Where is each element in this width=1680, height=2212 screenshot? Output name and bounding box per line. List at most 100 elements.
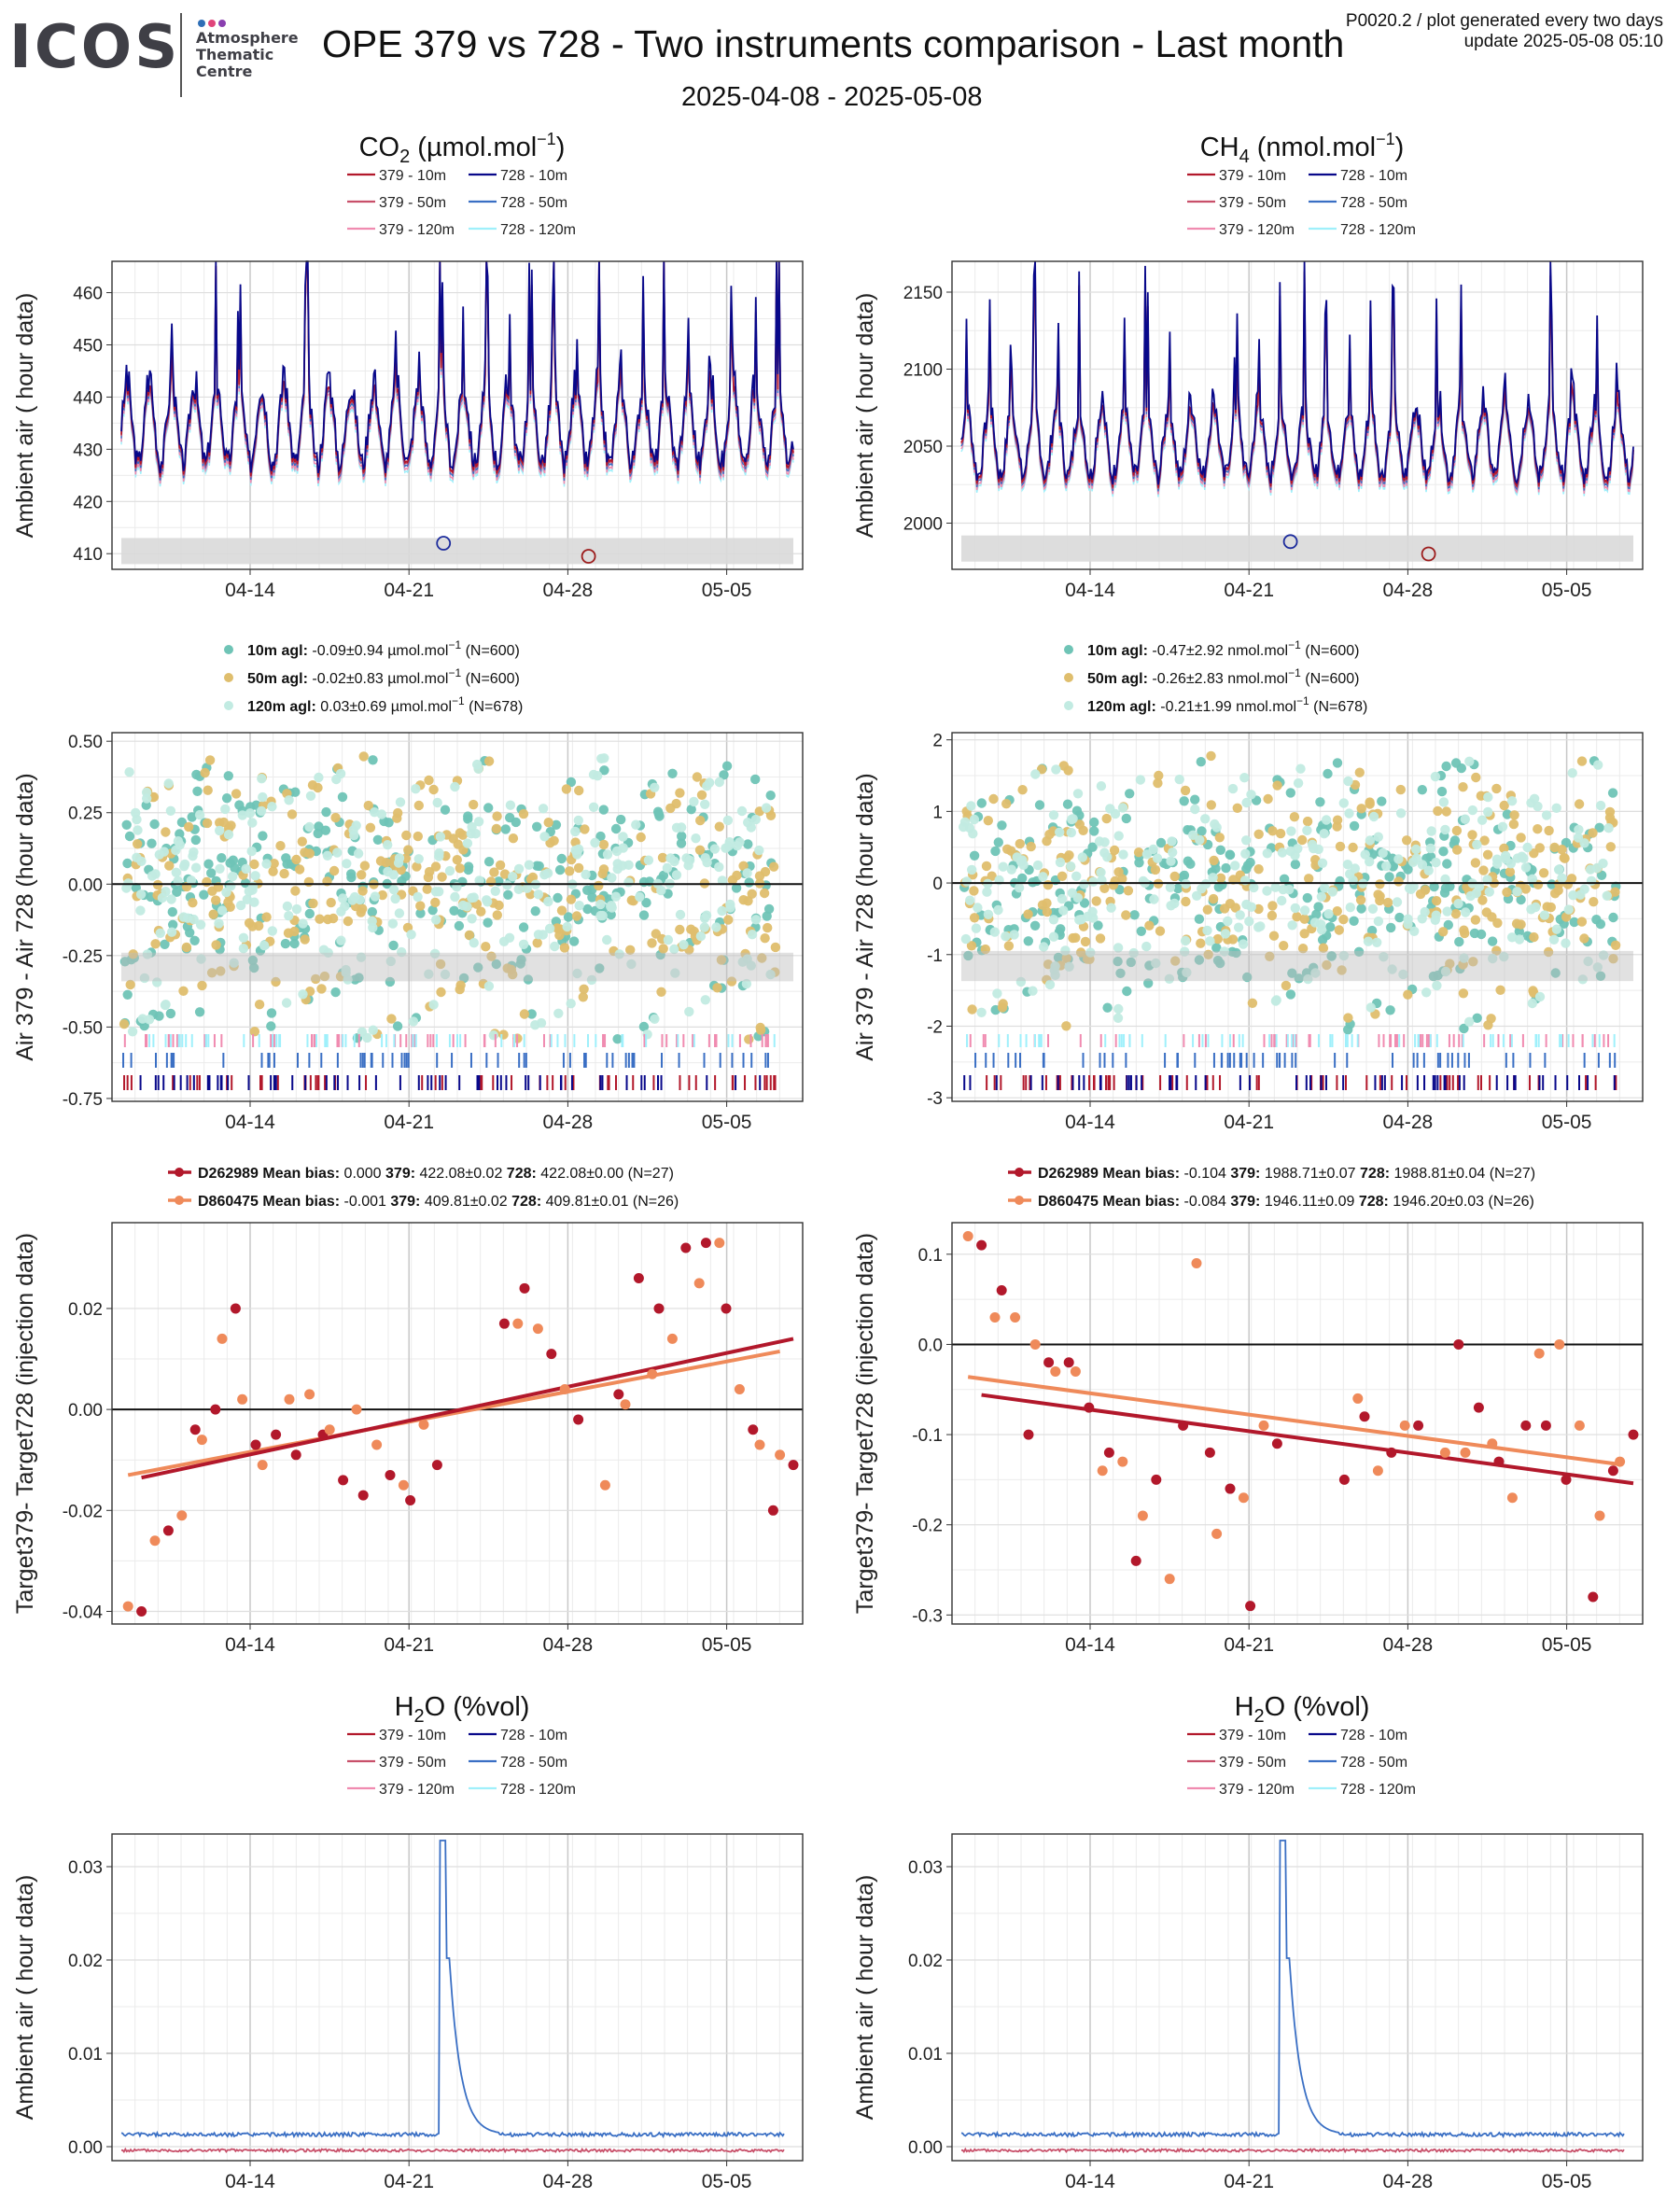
scatter-point bbox=[250, 1439, 261, 1450]
scatter-point bbox=[614, 949, 624, 959]
plot-border bbox=[951, 1833, 1644, 2162]
scatter-point bbox=[1403, 919, 1413, 930]
y-tick-label: -1 bbox=[927, 946, 943, 966]
y-tick-label: 0.02 bbox=[68, 1952, 103, 1971]
scatter-point bbox=[217, 905, 228, 916]
scatter-point bbox=[692, 772, 703, 782]
scatter-point bbox=[1166, 856, 1176, 866]
scatter-point bbox=[588, 802, 599, 812]
scatter-point bbox=[1287, 968, 1297, 978]
scatter-point bbox=[574, 785, 584, 796]
x-tick-label: 05-05 bbox=[1542, 1634, 1592, 1656]
scatter-point bbox=[1194, 914, 1205, 924]
logo-sub-line: Atmosphere bbox=[196, 29, 299, 47]
scatter-point bbox=[387, 918, 399, 929]
scatter-point bbox=[714, 1238, 725, 1249]
scatter-point bbox=[435, 959, 446, 970]
scatter-point bbox=[455, 828, 465, 838]
scatter-point bbox=[1335, 841, 1346, 852]
scatter-point bbox=[993, 837, 1003, 847]
x-tick-label: 05-05 bbox=[702, 1634, 752, 1656]
scatter-point bbox=[1071, 932, 1081, 943]
scatter-point bbox=[1323, 909, 1334, 919]
scatter-point bbox=[983, 816, 993, 826]
scatter-point bbox=[1057, 871, 1068, 881]
scatter-point bbox=[1105, 804, 1115, 814]
h2o-chart-right: 04-14 04-21 04-28 05-05 0.00 0.01 0.02 0.03 Ambi… bbox=[852, 1833, 1644, 2192]
scatter-point bbox=[284, 911, 294, 921]
logo-sub-line: Thematic bbox=[196, 46, 274, 63]
scatter-point bbox=[566, 894, 577, 904]
y-tick-label: -0.25 bbox=[63, 947, 103, 967]
scatter-point bbox=[1382, 897, 1393, 908]
scatter-point bbox=[1212, 933, 1223, 945]
scatter-point bbox=[406, 930, 416, 940]
scatter-point bbox=[398, 1479, 409, 1491]
scatter-point bbox=[323, 947, 333, 958]
x-tick-label: 04-14 bbox=[225, 1112, 275, 1133]
scatter-point bbox=[483, 981, 495, 991]
scatter-point bbox=[1099, 837, 1110, 847]
scatter-point bbox=[1067, 814, 1077, 825]
scatter-point bbox=[490, 886, 500, 896]
scatter-point bbox=[635, 891, 645, 903]
scatter-point bbox=[1042, 898, 1052, 908]
scatter-point bbox=[1202, 925, 1212, 936]
date-range: 2025-04-08 - 2025-05-08 bbox=[681, 82, 983, 112]
scatter-point bbox=[190, 862, 202, 873]
scatter-point bbox=[587, 892, 597, 903]
scatter-point bbox=[1039, 942, 1049, 952]
scatter-point bbox=[1487, 1438, 1498, 1449]
scatter-point bbox=[281, 998, 292, 1008]
scatter-point bbox=[1574, 824, 1584, 835]
scatter-point bbox=[167, 906, 177, 917]
scatter-point bbox=[1488, 953, 1498, 964]
scatter-point bbox=[1290, 859, 1301, 870]
scatter-point bbox=[444, 865, 455, 876]
scatter-point bbox=[997, 1002, 1008, 1013]
scatter-point bbox=[1413, 1420, 1424, 1431]
scatter-point bbox=[1595, 918, 1606, 930]
legend-label: 728 - 50m bbox=[500, 1755, 567, 1771]
scatter-point bbox=[590, 837, 600, 848]
scatter-point bbox=[1172, 883, 1183, 894]
reference-marker bbox=[436, 536, 452, 551]
scatter-point bbox=[304, 848, 315, 859]
scatter-point bbox=[1551, 803, 1561, 813]
x-tick-label: 04-28 bbox=[543, 580, 594, 601]
scatter-point bbox=[565, 866, 575, 876]
scatter-point bbox=[1208, 873, 1218, 883]
scatter-point bbox=[450, 781, 460, 792]
scatter-point bbox=[519, 1282, 530, 1294]
y-tick-label: 2100 bbox=[903, 361, 943, 381]
scatter-point bbox=[1287, 920, 1297, 931]
scatter-point bbox=[1471, 772, 1481, 783]
scatter-point bbox=[304, 908, 315, 919]
scatter-point bbox=[1247, 998, 1258, 1008]
scatter-point bbox=[526, 1009, 537, 1019]
scatter-point bbox=[1246, 790, 1256, 800]
scatter-point bbox=[1557, 845, 1567, 855]
scatter-point bbox=[652, 806, 664, 817]
scatter-point bbox=[300, 934, 310, 945]
scatter-point bbox=[1240, 848, 1251, 859]
scatter-point bbox=[1337, 965, 1347, 975]
scatter-point bbox=[1219, 946, 1229, 957]
scatter-point bbox=[1121, 813, 1131, 824]
scatter-point bbox=[1302, 825, 1312, 835]
h2o-legend-left: H2O (%vol)379 - 10m 728 - 10m 379 - 50m 728… bbox=[347, 1692, 576, 1798]
scatter-point bbox=[1454, 936, 1464, 947]
scatter-point bbox=[595, 910, 606, 921]
scatter-point bbox=[677, 831, 687, 842]
legend-label: 379 - 120m bbox=[1219, 222, 1295, 238]
scatter-point bbox=[498, 1318, 510, 1329]
scatter-point bbox=[225, 902, 235, 912]
scatter-point bbox=[665, 803, 676, 814]
scatter-point bbox=[275, 841, 286, 851]
scatter-point bbox=[359, 861, 371, 871]
scatter-point bbox=[513, 884, 524, 894]
scatter-point bbox=[1553, 864, 1564, 875]
scatter-point bbox=[413, 831, 423, 842]
scatter-point bbox=[1338, 1474, 1350, 1485]
scatter-point bbox=[1026, 841, 1036, 852]
